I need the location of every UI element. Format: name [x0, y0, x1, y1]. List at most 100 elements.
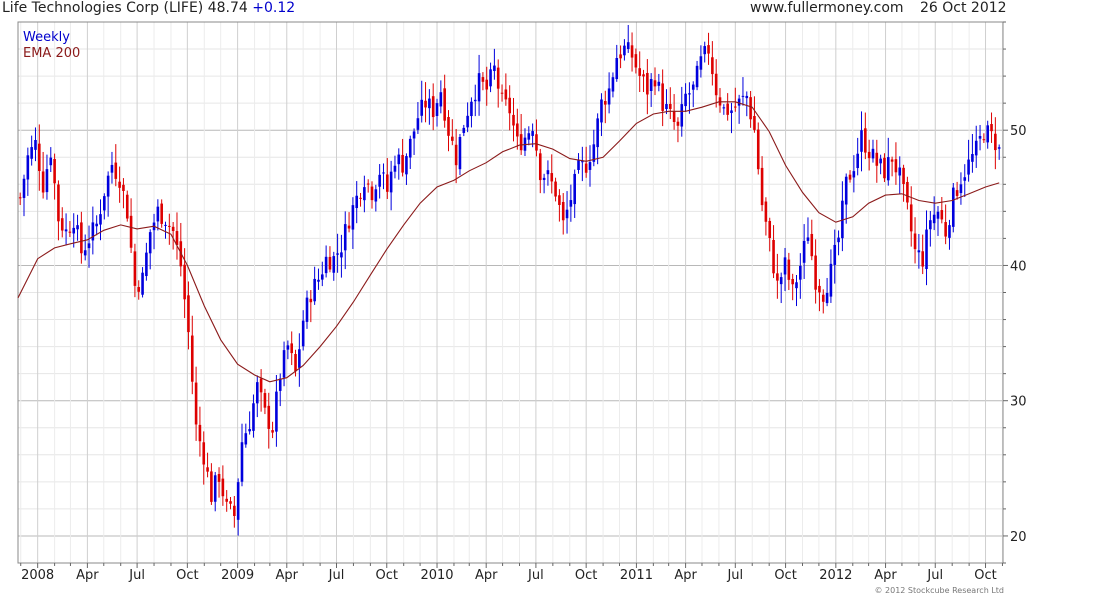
- candle: [336, 233, 339, 273]
- candle: [57, 180, 60, 241]
- candle-body: [72, 227, 76, 234]
- x-tick-label: Jul: [926, 568, 943, 583]
- candle: [282, 341, 286, 387]
- candle: [64, 213, 68, 246]
- candle: [657, 73, 661, 92]
- candle-body: [615, 58, 619, 80]
- candle-body: [699, 56, 703, 70]
- candle-body: [913, 233, 917, 250]
- candle: [259, 369, 263, 412]
- candle: [519, 114, 523, 155]
- candle-body: [45, 169, 49, 193]
- candle-body: [240, 442, 244, 482]
- candle-body: [760, 167, 764, 206]
- candle: [493, 48, 496, 80]
- candle-body: [756, 129, 760, 170]
- candle: [726, 93, 729, 121]
- candle-body: [493, 65, 496, 72]
- candle: [577, 153, 580, 174]
- candle: [550, 154, 554, 194]
- candle-body: [76, 225, 79, 230]
- candle: [764, 197, 768, 236]
- candle-body: [967, 159, 970, 175]
- candle: [122, 178, 125, 209]
- x-tick-label: 2008: [21, 568, 54, 583]
- candle: [401, 138, 404, 177]
- candle-body: [665, 104, 668, 110]
- candle-body: [359, 197, 362, 199]
- candle-body: [795, 282, 798, 289]
- price-label: Life Technologies Corp (LIFE) 48.74: [2, 0, 248, 16]
- candle-body: [255, 382, 259, 404]
- candle: [431, 83, 435, 131]
- candle-body: [867, 151, 871, 159]
- candle: [668, 87, 672, 120]
- x-axis: 2008 Apr Jul Oct 2009 Apr Jul Oct 2010 Apr Jul Oct 2…: [20, 563, 1003, 583]
- candle: [753, 96, 756, 133]
- candle-body: [929, 220, 932, 230]
- candle: [561, 193, 565, 235]
- candle: [558, 189, 561, 222]
- candle: [290, 331, 294, 366]
- candle: [72, 213, 76, 248]
- candle: [500, 84, 504, 102]
- candle: [481, 72, 485, 91]
- candle-body: [672, 111, 676, 122]
- candle: [538, 148, 542, 194]
- chart-title: Life Technologies Corp (LIFE) 48.74 +0.1…: [2, 0, 295, 16]
- candle: [818, 279, 821, 312]
- candle-body: [856, 153, 859, 169]
- candle: [814, 239, 817, 304]
- candle: [565, 191, 569, 234]
- candle: [328, 246, 332, 273]
- candle-body: [917, 250, 921, 253]
- candle: [95, 215, 98, 236]
- candle: [994, 117, 997, 170]
- candle-body: [190, 335, 194, 382]
- candle: [229, 496, 232, 510]
- candle: [829, 249, 833, 303]
- candle-body: [470, 101, 473, 117]
- candle: [366, 179, 370, 193]
- candle: [187, 281, 190, 350]
- candle-body: [898, 167, 902, 176]
- candle: [944, 204, 947, 245]
- candle-body: [695, 65, 699, 88]
- candle: [802, 224, 806, 279]
- candle-body: [707, 45, 710, 54]
- candle: [198, 406, 202, 457]
- candle-body: [657, 81, 661, 86]
- candle-body: [818, 285, 821, 293]
- candle-body: [986, 125, 990, 143]
- candle-body: [336, 253, 339, 255]
- candle: [596, 113, 599, 165]
- candle: [592, 129, 596, 167]
- candle: [164, 221, 167, 239]
- candle: [646, 59, 649, 115]
- candle-body: [684, 93, 687, 107]
- candle: [997, 144, 1001, 160]
- source-url: www.fullermoney.com: [750, 0, 904, 16]
- candle-body: [305, 297, 309, 322]
- candle-body: [164, 224, 167, 226]
- candle: [516, 108, 519, 150]
- candle: [397, 148, 401, 180]
- legend-entry: EMA 200: [23, 46, 80, 61]
- candle: [531, 123, 534, 148]
- candle-body: [623, 45, 626, 56]
- candle: [320, 261, 324, 287]
- candle-body: [577, 160, 580, 171]
- candle: [967, 139, 970, 182]
- candle: [451, 119, 454, 146]
- candle: [99, 199, 102, 241]
- candle: [496, 59, 500, 108]
- candle: [175, 212, 179, 260]
- candle: [485, 66, 489, 106]
- candle-body: [569, 200, 573, 207]
- candle: [45, 154, 49, 200]
- candle-body: [886, 157, 890, 181]
- candle-body: [229, 501, 232, 504]
- x-tick-label: Jul: [328, 568, 345, 583]
- candle-body: [290, 343, 294, 354]
- candle: [374, 184, 378, 212]
